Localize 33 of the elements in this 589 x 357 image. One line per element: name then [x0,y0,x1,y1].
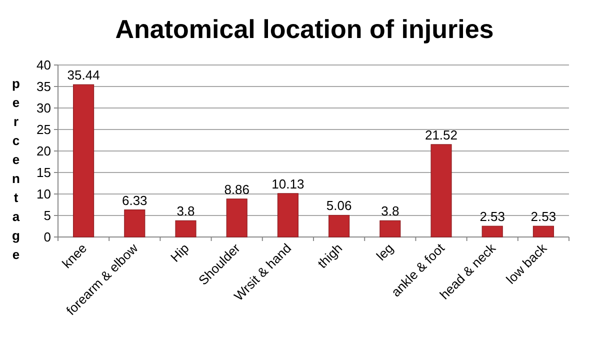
bar [226,198,248,238]
y-tick-label: 0 [44,230,51,245]
y-tick-label: 40 [36,58,51,73]
y-tick-label: 20 [36,144,51,159]
y-tick-label: 5 [44,208,51,224]
data-label: 2.53 [530,209,556,224]
bar [380,220,401,238]
data-label: 6.33 [122,192,148,208]
data-label: 35.44 [67,68,100,83]
bar [175,220,196,238]
y-tick-label: 10 [36,186,51,202]
y-tick-label: 30 [36,100,51,116]
data-label: 3.8 [381,204,400,219]
bar [482,226,503,238]
bar [277,193,298,238]
bar [124,209,146,238]
x-tick-label: Hip [167,240,192,265]
data-label: 10.13 [272,176,304,192]
y-tick-label: 35 [36,79,51,94]
bar [532,226,554,238]
data-label: 3.8 [176,204,195,219]
bar [328,214,350,238]
data-label: 8.86 [224,182,250,197]
text: percentage [12,76,20,262]
chart-title: Anatomical location of injuries [115,14,494,44]
bar [73,84,94,238]
bar [430,144,452,238]
x-tick-label: leg [373,240,396,264]
data-label: 2.53 [480,209,506,224]
data-label: 21.52 [424,127,458,142]
y-tick-label: 15 [36,165,51,180]
y-tick-label: 25 [36,122,51,138]
data-label: 5.06 [326,198,352,214]
